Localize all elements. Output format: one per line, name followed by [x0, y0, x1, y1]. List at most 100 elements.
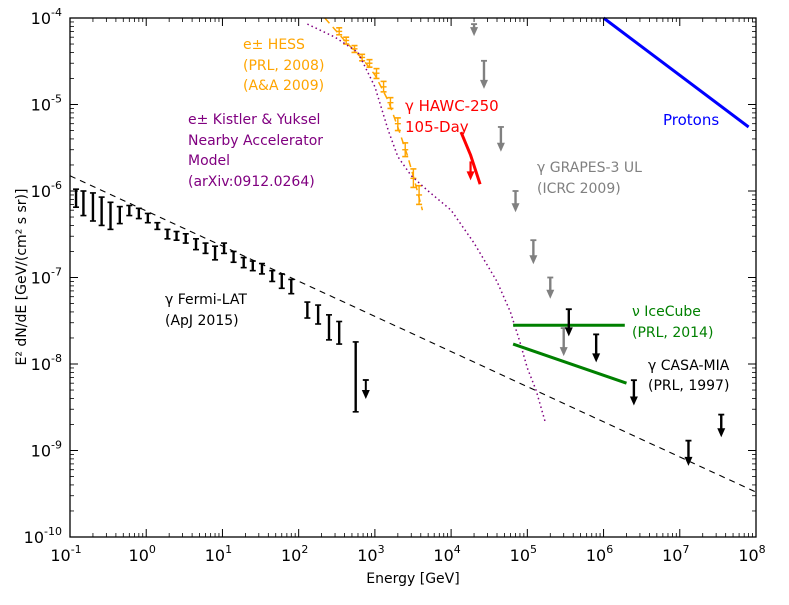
series-grapes-3-ul-limit-2-head [496, 142, 505, 152]
series-grapes-3-ul-limit-2 [496, 126, 505, 152]
kistler-label-line2: Nearby Accelerator [188, 133, 323, 149]
y-tick-label: 10-5 [31, 93, 62, 115]
annotation-casa: γ CASA-MIA (PRL, 1997) [648, 358, 730, 394]
series-fermi-lat-point-2 [89, 192, 96, 222]
icecube-label-line2: (PRL, 2014) [632, 325, 713, 341]
hawc-label-line1: γ HAWC-250 [405, 97, 499, 115]
x-tick-label: 104 [433, 543, 460, 565]
series-fermi-lat-point-4 [107, 201, 114, 231]
fermi-label-line1: γ Fermi-LAT [165, 292, 247, 308]
annotation-hawc: γ HAWC-250 105-Day [405, 97, 499, 136]
series-grapes-3-ul-limit-1-head [479, 79, 488, 89]
kistler-label-line4: (arXiv:0912.0264) [188, 174, 315, 190]
series-fermi-lat-point-28 [352, 341, 359, 413]
series-hawc-250-105-day-arrow-0-head [466, 171, 475, 181]
series-fermi-lat-point-0 [73, 188, 80, 208]
series-protons-line [602, 16, 750, 129]
series-casa-mia-limit-0 [564, 308, 573, 337]
y-tick-label: 10-9 [31, 439, 62, 461]
series-grapes-3-ul-limit-3-head [511, 203, 520, 213]
y-tick-label: 10-6 [31, 179, 62, 201]
hess-label-line3: (A&A 2009) [243, 78, 324, 94]
x-tick-label: 101 [205, 543, 232, 565]
x-tick-label: 108 [738, 543, 765, 565]
annotation-fermi: γ Fermi-LAT (ApJ 2015) [165, 292, 247, 329]
series-fermi-lat-point-18 [240, 256, 247, 269]
protons-label: Protons [663, 111, 719, 129]
annotation-protons: Protons [663, 111, 719, 129]
series-hawc-250-105-day-line [459, 131, 482, 185]
y-tick-label: 10-10 [24, 525, 62, 547]
fermi-label-line2: (ApJ 2015) [165, 313, 239, 329]
annotation-kistler: e± Kistler & Yuksel Nearby Accelerator M… [188, 112, 323, 190]
series-fermi-lat-point-23 [288, 278, 295, 295]
series-fermi-lat-point-11 [173, 230, 180, 241]
series-hawc-250-105-day-arrow-0 [466, 161, 475, 181]
series-fermi-lat-point-6 [126, 204, 133, 217]
x-tick-label: 10-1 [50, 543, 81, 565]
x-tick-label: 100 [129, 543, 156, 565]
series-grapes-3-ul-limit-6-head [559, 347, 568, 357]
casa-label-line1: γ CASA-MIA [648, 358, 730, 374]
y-tick-label: 10-7 [31, 266, 62, 288]
series-grapes-3-ul-limit-1 [479, 59, 488, 89]
series-icecube-line-1 [512, 342, 627, 385]
axis-ticks: 10-1 100 101 102 103 104 105 106 107 108 10-10 10-9… [24, 6, 766, 565]
series-fermi-lat-point-9 [154, 221, 161, 231]
series-grapes-3-ul-limit-3 [511, 190, 520, 213]
grapes-label-line2: (ICRC 2009) [537, 181, 621, 197]
kistler-label-line3: Model [188, 153, 230, 169]
series-casa-mia-limit-3-head [684, 456, 693, 466]
x-axis-label: Energy [GeV] [366, 571, 459, 587]
series-fermi-lat-point-21 [269, 269, 276, 283]
x-tick-label: 103 [357, 543, 384, 565]
series-grapes-3-ul-limit-0-head [470, 27, 479, 37]
series-fermi-lat-upper-limit-0-head [361, 389, 370, 399]
series-grapes-3-ul-limit-4-head [529, 255, 538, 265]
annotation-grapes: γ GRAPES-3 UL (ICRC 2009) [537, 160, 642, 197]
series-fermi-lat-point-15 [212, 245, 219, 261]
series-fermi-power-law-fit-line [69, 175, 757, 493]
y-tick-label: 10-4 [31, 6, 62, 28]
series-casa-mia-limit-1 [592, 333, 601, 363]
series-casa-mia-limit-2 [629, 379, 638, 406]
series-fermi-lat-point-5 [116, 205, 123, 225]
series-fermi-lat-point-14 [202, 242, 209, 255]
x-tick-label: 107 [662, 543, 689, 565]
hess-label-line2: (PRL, 2008) [243, 58, 324, 74]
grapes-label-line1: γ GRAPES-3 UL [537, 160, 642, 176]
hess-label-line1: e± HESS [243, 37, 305, 53]
x-tick-label: 105 [510, 543, 537, 565]
series-fermi-lat-point-13 [193, 238, 200, 251]
series-fermi-lat-point-12 [182, 233, 189, 244]
series-kistler-yuksel-model-line [307, 23, 546, 422]
series-grapes-3-ul-limit-4 [529, 239, 538, 265]
series-layer [69, 16, 757, 493]
y-axis-label: E² dN/dE [GeV/(cm² s sr)] [14, 189, 30, 366]
series-fermi-lat-point-26 [325, 314, 332, 341]
x-tick-label: 106 [586, 543, 613, 565]
series-casa-mia-limit-0-head [564, 327, 573, 337]
casa-label-line2: (PRL, 1997) [648, 378, 729, 394]
icecube-label-line1: ν IceCube [632, 304, 701, 320]
series-fermi-lat-upper-limit-0 [361, 379, 370, 399]
series-fermi-lat-point-1 [80, 190, 87, 217]
x-tick-label: 102 [281, 543, 308, 565]
series-fermi-lat-point-10 [164, 228, 171, 240]
series-casa-mia-limit-4-head [717, 428, 726, 438]
y-tick-label: 10-8 [31, 352, 62, 374]
series-fermi-lat-point-24 [304, 301, 311, 319]
annotation-icecube: ν IceCube (PRL, 2014) [632, 304, 713, 341]
series-fermi-lat-point-3 [98, 196, 105, 227]
kistler-label-line1: e± Kistler & Yuksel [188, 112, 320, 128]
series-casa-mia-limit-2-head [629, 396, 638, 406]
series-grapes-3-ul-limit-5-head [546, 289, 555, 299]
series-fermi-lat-point-25 [315, 304, 322, 325]
series-fermi-lat-point-27 [336, 320, 343, 345]
series-fermi-lat-point-8 [144, 212, 151, 224]
series-fermi-lat-point-16 [221, 242, 228, 255]
series-casa-mia-limit-1-head [592, 353, 601, 363]
series-grapes-3-ul-limit-0 [470, 23, 479, 37]
series-casa-mia-limit-3 [684, 439, 693, 466]
